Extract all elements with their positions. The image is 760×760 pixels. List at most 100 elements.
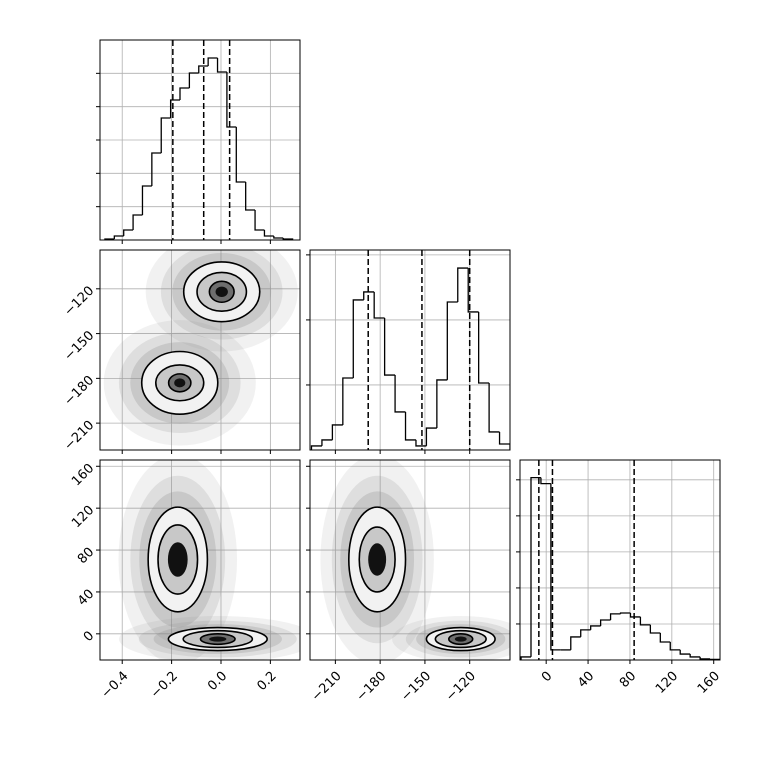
histogram-bin — [639, 616, 651, 626]
panel-frame — [309, 249, 511, 451]
y-tick-label: −150 — [61, 328, 97, 364]
histogram-bin — [331, 424, 343, 440]
plot-area — [310, 250, 510, 450]
histogram-bin — [649, 624, 661, 634]
histogram-bin — [404, 411, 416, 441]
panel-frame — [309, 459, 511, 661]
histogram-bin — [123, 229, 134, 236]
histogram-bin — [478, 311, 490, 384]
panel-frame — [99, 39, 301, 241]
x-tick-label: 0 — [539, 669, 555, 685]
histogram-bin — [709, 658, 720, 660]
histogram-bin — [198, 65, 209, 73]
histogram-bin — [113, 235, 124, 239]
plot-area — [103, 250, 298, 446]
plot-area — [520, 460, 720, 660]
density-core — [167, 542, 188, 577]
density-core — [368, 543, 387, 576]
histogram-bin — [263, 230, 274, 237]
y-tick-label: −120 — [61, 284, 97, 320]
y-tick-label: 80 — [75, 545, 97, 567]
histogram-bin — [609, 613, 621, 620]
x-tick-label: −150 — [398, 669, 434, 705]
histogram-bin — [580, 629, 591, 637]
histogram-bin — [160, 117, 171, 153]
histogram-bin — [415, 439, 427, 447]
histogram-bin — [436, 379, 448, 429]
y-tick-label: 40 — [75, 587, 97, 609]
y-tick-label: 120 — [69, 503, 97, 531]
histogram-bin — [570, 636, 581, 650]
histogram-bin — [689, 654, 701, 658]
density-core — [454, 636, 467, 642]
histogram-bin — [235, 127, 246, 183]
panel-frame — [99, 459, 301, 661]
panel: −210−180−150−120 — [306, 459, 511, 705]
histogram-bin — [352, 299, 364, 378]
panel-frame — [99, 249, 301, 451]
histogram-bin — [310, 445, 322, 450]
histogram-bin — [321, 439, 333, 446]
histogram-bin — [498, 431, 510, 450]
histogram-bin — [169, 99, 180, 118]
panel — [306, 249, 511, 454]
x-tick-label: −0.2 — [148, 669, 181, 702]
histogram-bin — [699, 656, 711, 660]
histogram-bin — [550, 483, 561, 651]
x-tick-label: 0.0 — [205, 669, 230, 694]
histogram-bin — [394, 375, 406, 413]
y-tick-label: −210 — [61, 418, 97, 454]
histogram-bin — [467, 268, 479, 313]
x-tick-label: 160 — [695, 669, 723, 697]
histogram-bin — [659, 632, 671, 643]
histogram-bin — [599, 619, 611, 626]
x-tick-label: 40 — [575, 669, 597, 691]
histogram-bin — [520, 656, 531, 660]
histogram-bin — [273, 236, 284, 239]
histogram-bin — [679, 649, 691, 655]
histogram-bin — [207, 57, 218, 66]
histogram-bin — [342, 377, 354, 425]
histogram-bin — [179, 87, 190, 100]
histogram-bin — [540, 477, 551, 485]
x-tick-label: −210 — [309, 669, 345, 705]
histogram-bin — [488, 383, 500, 433]
panel: −210 −180 −150 −120 — [61, 249, 301, 454]
histogram-bin — [446, 301, 458, 380]
histogram-bin — [425, 427, 437, 446]
x-tick-label: 80 — [617, 669, 639, 691]
histogram-bin — [669, 641, 681, 651]
histogram-bin — [619, 612, 631, 614]
histogram-bin — [629, 612, 641, 618]
panel: −0.4 −0.2 0.0 0.2 0 40 80 120 160 — [69, 459, 301, 702]
plot-area — [320, 460, 510, 660]
histogram-bin — [530, 477, 541, 657]
histogram-bin — [363, 291, 375, 300]
histogram-bin — [216, 58, 227, 73]
histogram-bin — [141, 185, 152, 215]
x-tick-label: 120 — [653, 669, 681, 697]
x-tick-label: −180 — [354, 669, 390, 705]
panel-frame — [519, 459, 721, 661]
histogram-bin — [383, 317, 396, 376]
y-tick-label: −180 — [61, 373, 97, 409]
x-tick-label: 0.2 — [254, 669, 279, 694]
histogram-bin — [245, 182, 256, 211]
histogram-bin — [188, 72, 199, 88]
histogram-bin — [254, 210, 265, 231]
histogram-bin — [457, 267, 469, 303]
histogram-bin — [373, 291, 385, 319]
panel — [96, 39, 301, 244]
density-core — [209, 636, 227, 642]
y-tick-label: 160 — [69, 461, 97, 489]
plot-area — [118, 460, 300, 660]
histogram-bin — [226, 72, 237, 128]
histogram-bin — [590, 625, 601, 630]
y-tick-label: 0 — [81, 629, 97, 645]
density-core — [215, 286, 228, 298]
histogram-bin — [132, 214, 143, 230]
density-core — [174, 378, 186, 388]
x-tick-label: −120 — [443, 669, 479, 705]
histogram-bin — [151, 152, 162, 186]
